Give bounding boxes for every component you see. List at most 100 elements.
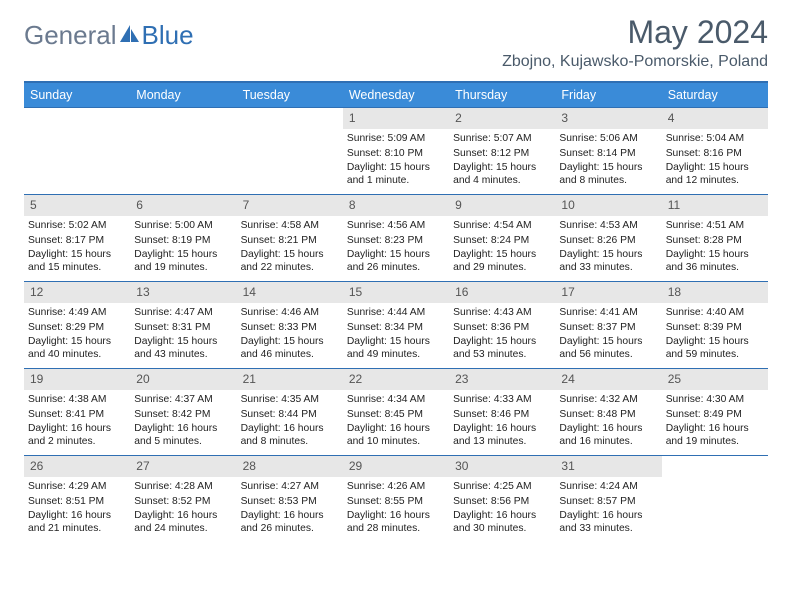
daylight-text: Daylight: 16 hours and 13 minutes.	[453, 422, 551, 448]
sunrise-text: Sunrise: 4:37 AM	[134, 393, 232, 406]
day-number: 11	[662, 195, 768, 216]
daylight-text: Daylight: 15 hours and 26 minutes.	[347, 248, 445, 274]
sunset-text: Sunset: 8:34 PM	[347, 321, 445, 334]
calendar-day-cell: 5Sunrise: 5:02 AMSunset: 8:17 PMDaylight…	[24, 195, 130, 282]
month-title: May 2024	[502, 14, 768, 51]
day-number: 7	[237, 195, 343, 216]
daylight-text: Daylight: 15 hours and 4 minutes.	[453, 161, 551, 187]
day-number: 21	[237, 369, 343, 390]
sunrise-text: Sunrise: 4:53 AM	[559, 219, 657, 232]
calendar-day-cell	[24, 108, 130, 195]
sunset-text: Sunset: 8:26 PM	[559, 234, 657, 247]
sunrise-text: Sunrise: 4:41 AM	[559, 306, 657, 319]
daylight-text: Daylight: 16 hours and 24 minutes.	[134, 509, 232, 535]
daylight-text: Daylight: 15 hours and 12 minutes.	[666, 161, 764, 187]
sunrise-text: Sunrise: 4:33 AM	[453, 393, 551, 406]
day-number: 30	[449, 456, 555, 477]
sunset-text: Sunset: 8:10 PM	[347, 147, 445, 160]
sunrise-text: Sunrise: 4:24 AM	[559, 480, 657, 493]
day-body: Sunrise: 4:28 AMSunset: 8:52 PMDaylight:…	[130, 477, 236, 538]
sunrise-text: Sunrise: 4:38 AM	[28, 393, 126, 406]
day-body: Sunrise: 4:33 AM Sunset: 8:46 PMDaylight:…	[449, 390, 555, 451]
calendar-day-cell: 27Sunrise: 4:28 AMSunset: 8:52 PMDayligh…	[130, 456, 236, 543]
sunrise-text: Sunrise: 4:28 AM	[134, 480, 232, 493]
sunset-text: Sunset: 8:12 PM	[453, 147, 551, 160]
day-number: 23	[449, 369, 555, 390]
day-body: Sunrise: 4:32 AMSunset: 8:48 PMDaylight:…	[555, 390, 661, 451]
sunset-text: Sunset: 8:37 PM	[559, 321, 657, 334]
daylight-text: Daylight: 15 hours and 59 minutes.	[666, 335, 764, 361]
sunrise-text: Sunrise: 5:04 AM	[666, 132, 764, 145]
day-body: Sunrise: 4:26 AMSunset: 8:55 PMDaylight:…	[343, 477, 449, 538]
day-number: 25	[662, 369, 768, 390]
calendar-day-cell	[662, 456, 768, 543]
day-number: 5	[24, 195, 130, 216]
calendar-day-cell: 4Sunrise: 5:04 AMSunset: 8:16 PMDaylight…	[662, 108, 768, 195]
calendar-week-row: 5Sunrise: 5:02 AMSunset: 8:17 PMDaylight…	[24, 195, 768, 282]
sunset-text: Sunset: 8:53 PM	[241, 495, 339, 508]
sunrise-text: Sunrise: 5:06 AM	[559, 132, 657, 145]
day-number: 8	[343, 195, 449, 216]
day-body: Sunrise: 4:58 AMSunset: 8:21 PMDaylight:…	[237, 216, 343, 277]
day-number: 26	[24, 456, 130, 477]
calendar-day-cell: 28Sunrise: 4:27 AMSunset: 8:53 PMDayligh…	[237, 456, 343, 543]
day-number: 12	[24, 282, 130, 303]
calendar-day-cell: 2 Sunrise: 5:07 AM Sunset: 8:12 PMDaylight…	[449, 108, 555, 195]
calendar-day-cell: 8 Sunrise: 4:56 AM Sunset: 8:23 PMDaylight…	[343, 195, 449, 282]
sunset-text: Sunset: 8:42 PM	[134, 408, 232, 421]
sunset-text: Sunset: 8:23 PM	[347, 234, 445, 247]
day-number	[24, 108, 130, 114]
day-number	[237, 108, 343, 114]
sunset-text: Sunset: 8:45 PM	[347, 408, 445, 421]
logo-sail-icon	[119, 24, 141, 44]
daylight-text: Daylight: 15 hours and 19 minutes.	[134, 248, 232, 274]
sunrise-text: Sunrise: 4:47 AM	[134, 306, 232, 319]
day-body: Sunrise: 4:56 AM Sunset: 8:23 PMDaylight:…	[343, 216, 449, 277]
day-body: Sunrise: 4:37 AM Sunset: 8:42 PMDaylight:…	[130, 390, 236, 451]
daylight-text: Daylight: 15 hours and 36 minutes.	[666, 248, 764, 274]
calendar-day-cell: 1Sunrise: 5:09 AMSunset: 8:10 PMDaylight…	[343, 108, 449, 195]
sunrise-text: Sunrise: 5:07 AM	[453, 132, 551, 145]
sunrise-text: Sunrise: 4:44 AM	[347, 306, 445, 319]
calendar-week-row: 1Sunrise: 5:09 AMSunset: 8:10 PMDaylight…	[24, 108, 768, 195]
weekday-header: Thursday	[449, 82, 555, 108]
day-number: 9	[449, 195, 555, 216]
day-body: Sunrise: 4:24 AMSunset: 8:57 PMDaylight:…	[555, 477, 661, 538]
sunset-text: Sunset: 8:31 PM	[134, 321, 232, 334]
calendar-day-cell: 15Sunrise: 4:44 AMSunset: 8:34 PMDayligh…	[343, 282, 449, 369]
day-number	[130, 108, 236, 114]
weekday-header: Tuesday	[237, 82, 343, 108]
day-number: 16	[449, 282, 555, 303]
calendar-day-cell: 30Sunrise: 4:25 AMSunset: 8:56 PMDayligh…	[449, 456, 555, 543]
day-number: 14	[237, 282, 343, 303]
daylight-text: Daylight: 16 hours and 8 minutes.	[241, 422, 339, 448]
sunrise-text: Sunrise: 4:56 AM	[347, 219, 445, 232]
sunset-text: Sunset: 8:56 PM	[453, 495, 551, 508]
calendar-day-cell: 31Sunrise: 4:24 AMSunset: 8:57 PMDayligh…	[555, 456, 661, 543]
daylight-text: Daylight: 16 hours and 10 minutes.	[347, 422, 445, 448]
day-body: Sunrise: 4:34 AMSunset: 8:45 PMDaylight:…	[343, 390, 449, 451]
sunrise-text: Sunrise: 4:58 AM	[241, 219, 339, 232]
day-number: 27	[130, 456, 236, 477]
calendar-day-cell: 10Sunrise: 4:53 AMSunset: 8:26 PMDayligh…	[555, 195, 661, 282]
day-body: Sunrise: 4:25 AMSunset: 8:56 PMDaylight:…	[449, 477, 555, 538]
sunrise-text: Sunrise: 4:27 AM	[241, 480, 339, 493]
weekday-header: Saturday	[662, 82, 768, 108]
day-number: 10	[555, 195, 661, 216]
calendar-day-cell: 11Sunrise: 4:51 AMSunset: 8:28 PMDayligh…	[662, 195, 768, 282]
sunrise-text: Sunrise: 4:46 AM	[241, 306, 339, 319]
day-body: Sunrise: 5:02 AMSunset: 8:17 PMDaylight:…	[24, 216, 130, 277]
sunset-text: Sunset: 8:33 PM	[241, 321, 339, 334]
sunset-text: Sunset: 8:49 PM	[666, 408, 764, 421]
day-number: 2	[449, 108, 555, 129]
day-body: Sunrise: 4:53 AMSunset: 8:26 PMDaylight:…	[555, 216, 661, 277]
sunset-text: Sunset: 8:46 PM	[453, 408, 551, 421]
calendar-day-cell: 29Sunrise: 4:26 AMSunset: 8:55 PMDayligh…	[343, 456, 449, 543]
sunrise-text: Sunrise: 4:29 AM	[28, 480, 126, 493]
day-number: 3	[555, 108, 661, 129]
sunset-text: Sunset: 8:29 PM	[28, 321, 126, 334]
day-body: Sunrise: 4:49 AMSunset: 8:29 PMDaylight:…	[24, 303, 130, 364]
day-number: 13	[130, 282, 236, 303]
sunrise-text: Sunrise: 4:30 AM	[666, 393, 764, 406]
daylight-text: Daylight: 16 hours and 5 minutes.	[134, 422, 232, 448]
